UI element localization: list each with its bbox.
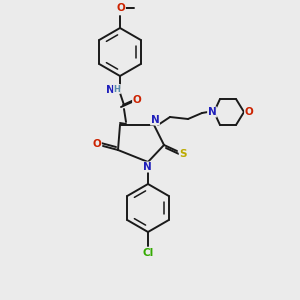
Text: O: O — [244, 107, 253, 117]
Text: N: N — [151, 115, 159, 125]
Text: S: S — [179, 149, 187, 159]
Text: N: N — [142, 162, 152, 172]
Text: N: N — [106, 85, 114, 95]
Text: Cl: Cl — [142, 248, 154, 258]
Text: O: O — [117, 3, 125, 13]
Text: O: O — [133, 95, 141, 105]
Text: O: O — [93, 139, 101, 149]
Text: N: N — [208, 107, 216, 117]
Text: H: H — [114, 85, 120, 94]
